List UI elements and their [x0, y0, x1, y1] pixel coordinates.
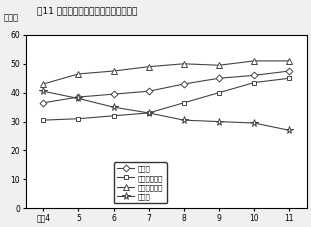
進学率（男）	[112, 114, 115, 117]
進学率（男）	[252, 81, 256, 84]
就職率	[217, 120, 221, 123]
Line: 進学率（女）: 進学率（女）	[40, 58, 292, 87]
Legend: 進学率, 進学率（男）, 進学率（女）, 就職率: 進学率, 進学率（男）, 進学率（女）, 就職率	[114, 162, 167, 203]
進学率（男）	[77, 117, 80, 120]
進学率（女）	[182, 62, 186, 65]
進学率	[182, 83, 186, 85]
進学率（女）	[287, 59, 291, 62]
Text: （％）: （％）	[3, 14, 18, 23]
就職率	[182, 119, 186, 121]
進学率（女）	[112, 70, 115, 72]
Line: 進学率（男）: 進学率（男）	[41, 76, 292, 123]
進学率（男）	[217, 91, 221, 94]
進学率	[77, 96, 80, 98]
Text: 囱11 高等学校卒業者の進学率・就職率: 囱11 高等学校卒業者の進学率・就職率	[37, 7, 138, 16]
就職率	[147, 111, 151, 114]
就職率	[252, 122, 256, 124]
進学率	[287, 70, 291, 72]
進学率（男）	[287, 77, 291, 80]
進学率	[217, 77, 221, 80]
進学率	[112, 93, 115, 96]
就職率	[112, 106, 115, 109]
進学率	[252, 74, 256, 77]
進学率（女）	[41, 83, 45, 85]
進学率（男）	[182, 101, 186, 104]
進学率（女）	[147, 65, 151, 68]
Line: 進学率: 進学率	[41, 69, 292, 105]
進学率（男）	[41, 119, 45, 121]
進学率（女）	[77, 73, 80, 75]
Line: 就職率: 就職率	[39, 87, 293, 134]
就職率	[77, 97, 80, 100]
進学率（女）	[252, 59, 256, 62]
進学率（女）	[217, 64, 221, 67]
進学率	[147, 90, 151, 93]
進学率	[41, 101, 45, 104]
就職率	[287, 129, 291, 132]
進学率（男）	[147, 111, 151, 114]
就職率	[41, 90, 45, 93]
